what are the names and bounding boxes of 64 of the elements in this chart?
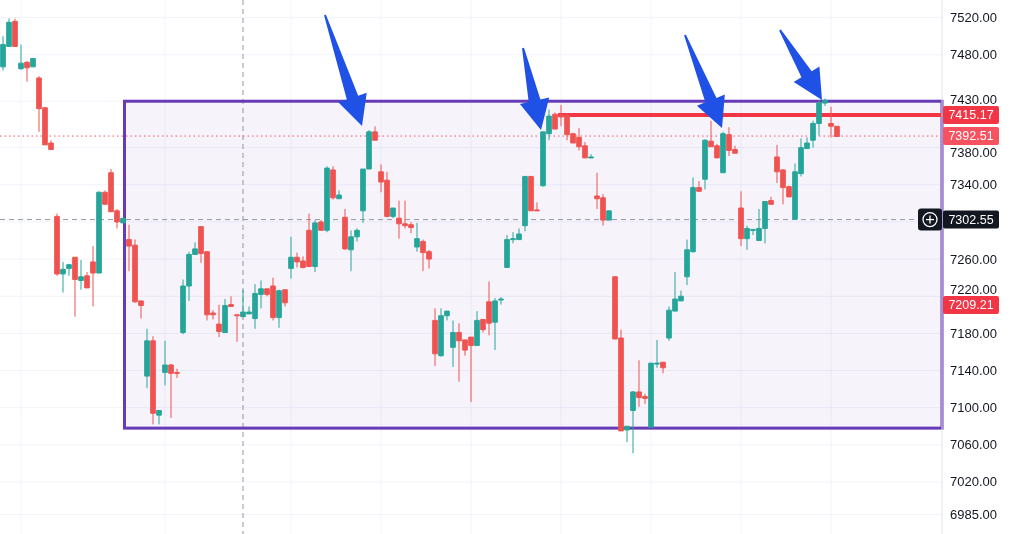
candlestick [390, 207, 396, 219]
candlestick [228, 295, 234, 307]
candlestick [282, 289, 288, 307]
candlestick [96, 190, 102, 274]
y-tick-label: 7060.00 [950, 437, 997, 453]
ref-line-label: 7302.55 [948, 212, 994, 227]
candlestick [276, 289, 282, 329]
text: 7209.21 [948, 298, 994, 312]
candlestick [150, 335, 156, 425]
candlestick [432, 307, 438, 367]
candlestick [606, 210, 612, 221]
candlestick [84, 271, 90, 289]
y-tick-label: 7520.00 [950, 10, 997, 26]
candlestick [24, 60, 30, 83]
y-tick-label: 7480.00 [950, 47, 997, 63]
candlestick [720, 131, 726, 174]
candlestick [630, 390, 636, 454]
candlestick [162, 340, 168, 386]
candlestick [702, 138, 708, 190]
candlestick [216, 304, 222, 338]
candlestick [60, 261, 66, 294]
y-tick-label: 6985.00 [950, 507, 997, 522]
y-tick-label: 7180.00 [950, 325, 997, 341]
candlestick [474, 310, 480, 346]
candlestick [372, 125, 378, 141]
candlestick [312, 219, 318, 273]
candlestick [234, 313, 240, 343]
candlestick [324, 165, 330, 233]
y-tick-label: 7020.00 [950, 474, 997, 490]
ref-line-label: 7415.17 [948, 108, 994, 122]
candlestick [78, 259, 84, 291]
candlestick [222, 298, 228, 333]
candlestick [738, 190, 744, 247]
candlestick [156, 409, 162, 425]
candlestick [330, 165, 336, 201]
candlestick [120, 217, 126, 224]
candlestick [450, 319, 456, 368]
candlestick [522, 175, 528, 232]
candlestick [336, 189, 342, 200]
candlestick [66, 263, 72, 277]
candlestick [30, 58, 36, 68]
y-tick-label: 7100.00 [950, 400, 997, 416]
candlestick [660, 361, 666, 374]
candlestick [288, 236, 294, 280]
y-tick-label: 7380.00 [950, 144, 997, 160]
candlestick [342, 208, 348, 251]
candlestick [318, 219, 324, 231]
y-tick-label: 7340.00 [950, 177, 997, 193]
candlestick [54, 213, 60, 277]
candlestick [588, 153, 594, 159]
candlestick [414, 222, 420, 253]
candlestick [90, 245, 96, 307]
candlestick [18, 44, 24, 71]
candlestick [624, 425, 630, 443]
candlestick [144, 328, 150, 389]
y-tick-label: 7430.00 [950, 91, 997, 107]
y-tick-label: 7140.00 [950, 363, 997, 379]
candlestick [12, 18, 18, 47]
candlestick [768, 196, 774, 205]
candlestick [696, 180, 702, 192]
y-tick-label: 7220.00 [950, 281, 997, 297]
ref-line-label: 7392.51 [948, 129, 994, 144]
candlestick [72, 256, 78, 318]
y-tick-label: 7260.00 [950, 251, 997, 267]
